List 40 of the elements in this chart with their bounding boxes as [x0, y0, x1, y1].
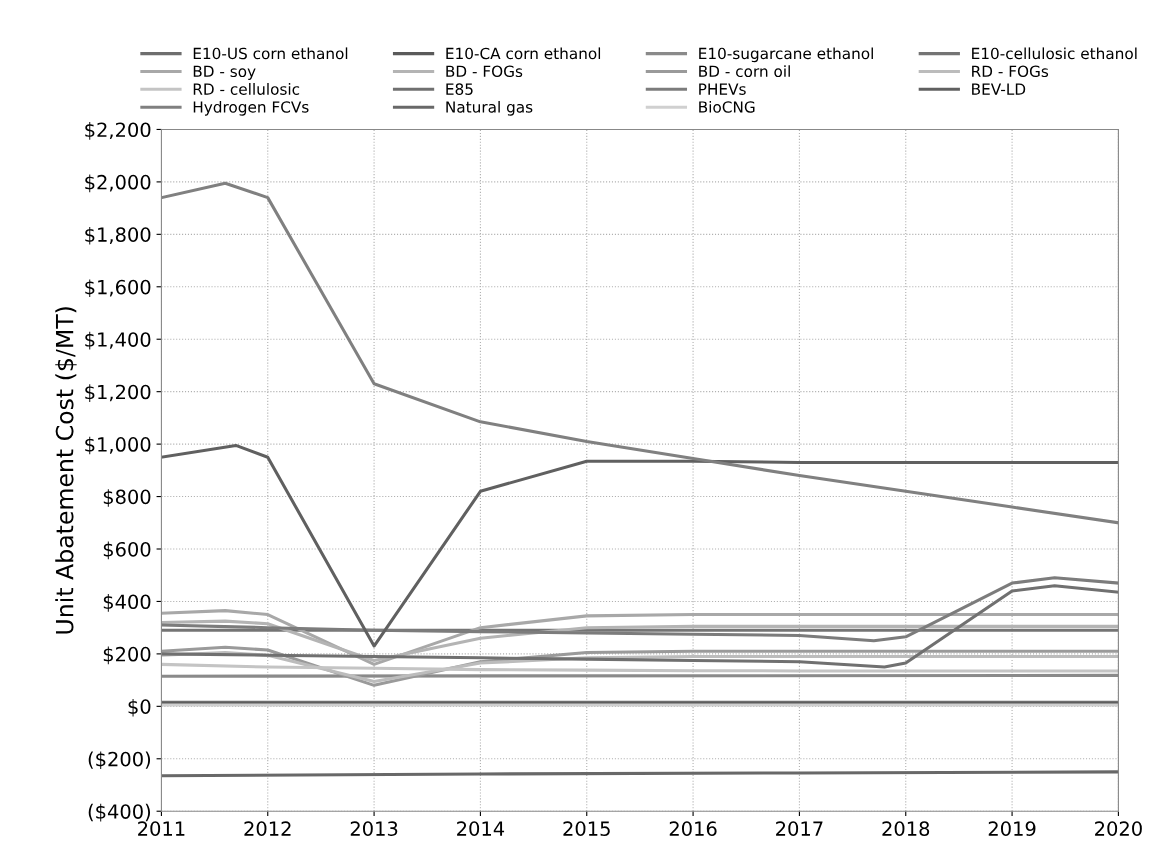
- legend-label: E10-CA corn ethanol: [446, 47, 601, 60]
- x-tick-label: 2020: [1095, 821, 1142, 836]
- x-tick-label: 2011: [138, 821, 185, 836]
- y-tick-label: ($400): [88, 803, 151, 822]
- legend-label: BD - soy: [193, 65, 256, 81]
- legend-label: BEV-LD: [972, 83, 1026, 95]
- x-tick-label: 2012: [244, 821, 291, 836]
- y-tick-label: $1,000: [85, 436, 151, 455]
- legend-label: E85: [446, 83, 473, 95]
- x-tick-label: 2019: [988, 821, 1036, 836]
- y-tick-label: $2,200: [85, 122, 151, 140]
- y-tick-label: $400: [103, 594, 151, 612]
- legend-label: BioCNG: [699, 100, 755, 113]
- y-tick-label: ($200): [88, 751, 151, 770]
- x-tick-label: 2014: [457, 821, 505, 836]
- legend-label: RD - FOGs: [972, 65, 1049, 78]
- x-tick-label: 2017: [776, 821, 823, 836]
- y-tick-label: $1,800: [85, 226, 151, 245]
- y-tick-label: $2,000: [85, 174, 151, 193]
- y-tick-label: $0: [128, 698, 151, 717]
- legend-label: E10-sugarcane ethanol: [699, 47, 873, 63]
- y-tick-label: $600: [103, 541, 151, 560]
- y-axis-title: Unit Abatement Cost ($/MT): [55, 307, 77, 634]
- x-tick-label: 2018: [882, 821, 930, 836]
- legend-label: PHEVs: [699, 83, 746, 95]
- legend-label: RD - cellulosic: [193, 83, 300, 95]
- y-tick-label: $1,200: [85, 384, 151, 402]
- y-tick-label: $1,400: [85, 331, 151, 350]
- legend-label: BD - FOGs: [446, 65, 523, 78]
- x-tick-label: 2015: [563, 821, 610, 836]
- x-tick-label: 2016: [669, 821, 717, 836]
- y-tick-label: $800: [103, 489, 151, 507]
- legend-label: E10-US corn ethanol: [193, 47, 348, 60]
- legend-label: Hydrogen FCVs: [193, 100, 309, 116]
- legend-label: E10-cellulosic ethanol: [972, 47, 1137, 60]
- x-tick-label: 2013: [350, 821, 398, 836]
- y-tick-label: $1,600: [85, 279, 151, 298]
- legend-label: Natural gas: [446, 100, 533, 116]
- legend-label: BD - corn oil: [699, 65, 790, 78]
- y-tick-label: $200: [103, 646, 151, 665]
